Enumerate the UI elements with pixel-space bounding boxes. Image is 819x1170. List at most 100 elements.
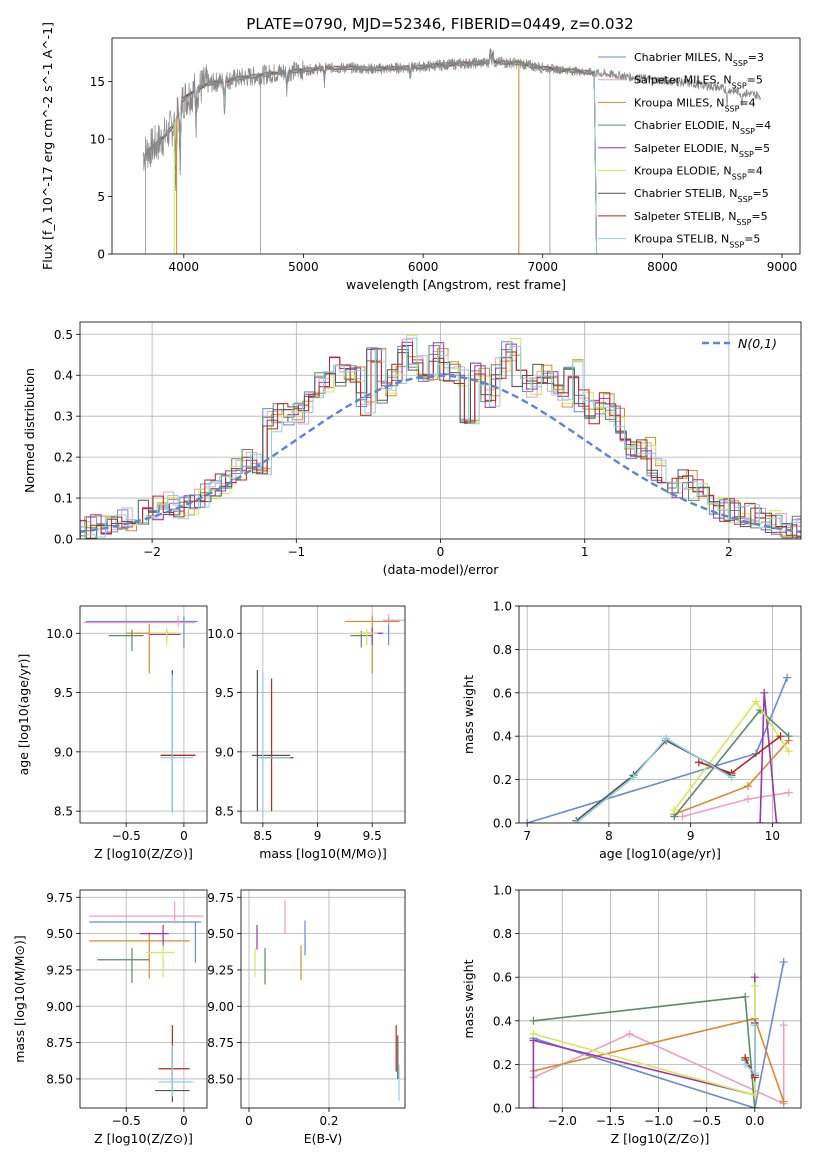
weight-vs-age-plot-area xyxy=(519,606,801,823)
mass-weight-marker xyxy=(772,819,781,823)
y-tick-label: 9.00 xyxy=(207,1000,234,1014)
y-tick-label: 0.2 xyxy=(54,451,73,465)
x-tick-label: 6000 xyxy=(408,260,439,274)
mass-weight-marker xyxy=(784,732,793,741)
axes-frame xyxy=(240,889,406,1109)
y-tick-label: 0.8 xyxy=(493,927,512,941)
axes-frame xyxy=(79,605,208,824)
y-tick-label: 8.75 xyxy=(207,1036,234,1050)
mass-vs-ebv-plot-area xyxy=(241,890,405,1108)
mass-weight-marker xyxy=(529,1029,538,1038)
mass-weight-marker xyxy=(741,1060,750,1069)
age-vs-mass-plot-area xyxy=(241,606,405,823)
residual-histogram xyxy=(80,337,801,539)
mass-weight-marker xyxy=(784,788,793,797)
y-tick-label: 1.0 xyxy=(493,884,512,898)
x-tick-label: 0 xyxy=(245,1114,253,1128)
x-tick-label: 0 xyxy=(437,545,445,559)
x-tick-label: 8 xyxy=(605,829,613,843)
y-tick-label: 8.5 xyxy=(215,805,234,819)
y-tick-label: 9.0 xyxy=(215,745,234,759)
mass-weight-marker xyxy=(529,1016,538,1025)
y-tick-label: 8.50 xyxy=(46,1072,73,1086)
y-tick-label: 0.6 xyxy=(493,686,512,700)
mass-weight-marker xyxy=(625,1029,634,1038)
y-axis-label: Flux [f_λ 10^-17 erg cm^-2 s^-1 A^-1] xyxy=(40,22,55,270)
y-tick-label: 0.0 xyxy=(493,817,512,831)
mass-weight-marker xyxy=(750,1021,759,1030)
y-tick-label: 0.5 xyxy=(54,328,73,342)
legend-entry: Chabrier ELODIE, NSSP=4 xyxy=(634,119,771,136)
y-tick-label: 0 xyxy=(97,248,105,262)
x-tick-label: 2 xyxy=(725,545,733,559)
mass-weight-marker xyxy=(694,758,703,767)
mass-weight-marker xyxy=(629,773,638,782)
x-axis-label: E(B-V) xyxy=(304,1131,343,1146)
residual-histogram xyxy=(80,345,801,539)
x-tick-label: −2 xyxy=(143,545,161,559)
y-tick-label: 8.5 xyxy=(54,805,73,819)
y-tick-label: 0.8 xyxy=(493,643,512,657)
y-tick-label: 0.4 xyxy=(493,730,512,744)
x-axis-label: (data-model)/error xyxy=(383,562,500,577)
model-spectrum xyxy=(145,49,598,254)
mass-weight-line xyxy=(533,995,756,1108)
y-tick-label: 0.0 xyxy=(54,533,73,547)
weight-vs-metallicity-panel: −2.0 −1.5 −1.0 −0.5 0.0 0.0 0.2 0.4 0.6 0.8 1.0 Z [… xyxy=(461,884,802,1146)
residuals-plot-area xyxy=(80,322,801,539)
x-axis-label: Z [log10(Z/Z⊙)] xyxy=(611,1131,710,1146)
mass-weight-marker xyxy=(523,819,532,823)
mass-vs-Z-plot-area xyxy=(80,890,207,1108)
x-tick-label: 1 xyxy=(581,545,589,559)
y-tick-label: 10.0 xyxy=(207,627,234,641)
x-tick-label: 0 xyxy=(180,829,188,843)
spectrum-plot-area xyxy=(142,48,761,254)
mass-weight-marker xyxy=(750,973,759,982)
x-axis-label: Z [log10(Z/Z⊙)] xyxy=(94,846,193,861)
y-tick-label: 0.0 xyxy=(493,1102,512,1116)
y-tick-label: 9.50 xyxy=(207,927,234,941)
x-tick-label: −1 xyxy=(287,545,305,559)
x-tick-label: 8000 xyxy=(647,260,678,274)
x-tick-label: 9000 xyxy=(767,260,798,274)
mass-weight-line xyxy=(533,961,785,1108)
mass-weight-marker xyxy=(670,805,679,814)
x-axis-label: Z [log10(Z/Z⊙)] xyxy=(94,1131,193,1146)
y-tick-label: 8.75 xyxy=(46,1036,73,1050)
mass-weight-marker xyxy=(784,747,793,756)
y-tick-label: 9.0 xyxy=(54,745,73,759)
y-axis-label: mass weight xyxy=(461,959,476,1038)
mass-weight-line xyxy=(575,737,732,823)
y-axis-label: Normed distribution xyxy=(22,368,37,493)
weight-vs-Z-plot-area xyxy=(519,890,801,1108)
mass-weight-marker xyxy=(743,782,752,791)
axes-frame xyxy=(518,605,802,824)
y-tick-label: 9.25 xyxy=(207,963,234,977)
y-tick-label: 1.0 xyxy=(493,600,512,614)
mass-weight-marker xyxy=(727,773,736,782)
x-tick-label: −0.5 xyxy=(112,1114,141,1128)
mass-weight-marker xyxy=(750,1104,759,1108)
y-axis-label: mass [log10(M/M⊙)] xyxy=(12,935,27,1063)
x-tick-label: 7 xyxy=(523,829,531,843)
y-tick-label: 8.50 xyxy=(207,1072,234,1086)
y-tick-label: 9.50 xyxy=(46,927,73,941)
x-tick-label: 7000 xyxy=(527,260,558,274)
legend-entry: Kroupa STELIB, NSSP=5 xyxy=(634,233,760,250)
y-axis-label: mass weight xyxy=(461,675,476,754)
x-axis-label: age [log10(age/yr)] xyxy=(599,846,721,861)
y-tick-label: 0.3 xyxy=(54,410,73,424)
age-vs-Z-plot-area xyxy=(80,606,207,823)
axes-frame xyxy=(79,321,802,540)
legend-entry: Chabrier MILES, NSSP=3 xyxy=(634,51,764,68)
mass-weight-marker xyxy=(760,688,769,697)
y-tick-label: 0.4 xyxy=(493,1014,512,1028)
age-vs-metallicity-panel: −0.5 0 8.5 9.0 9.5 10.0 Z [log10(Z/Z⊙)] age [lo… xyxy=(16,605,208,861)
x-tick-label: 0.0 xyxy=(745,1114,764,1128)
mass-weight-marker xyxy=(783,673,792,682)
y-tick-label: 0.1 xyxy=(54,492,73,506)
legend-entry: Salpeter STELIB, NSSP=5 xyxy=(634,210,768,227)
x-tick-label: 4000 xyxy=(169,260,200,274)
mass-weight-marker xyxy=(756,819,765,823)
mass-vs-metallicity-panel: −0.5 0 8.50 8.75 9.00 9.25 9.50 9.75 Z [log10(Z/… xyxy=(12,889,208,1146)
